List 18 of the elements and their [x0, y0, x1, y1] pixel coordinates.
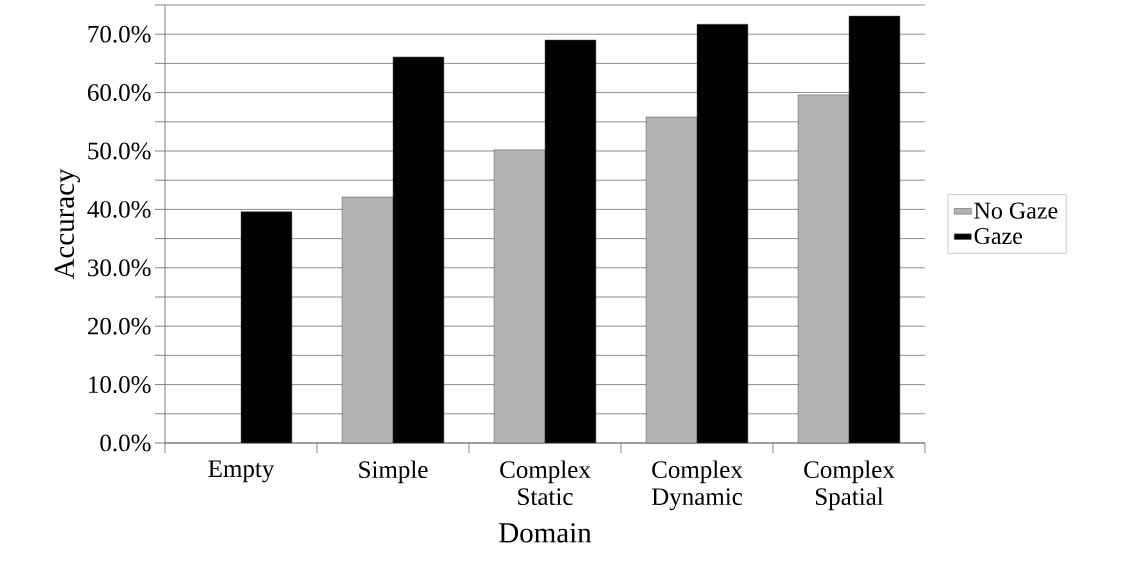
bar: [240, 211, 293, 444]
y-tick-label: 30.0%: [88, 259, 151, 277]
y-tick-label: 0.0%: [100, 434, 151, 452]
y-tick-label: 60.0%: [87, 84, 151, 102]
x-axis-title: Domain: [499, 523, 592, 543]
legend-label: Gaze: [974, 227, 1023, 245]
x-tick-label: Complex Dynamic: [651, 460, 743, 511]
legend-label: No Gaze: [974, 202, 1058, 219]
y-tick-label: 70.0%: [88, 25, 151, 43]
x-tick-label: Complex Spatial: [804, 460, 895, 511]
y-axis-title: Accuracy: [54, 168, 81, 280]
x-tick-label: Simple: [359, 460, 428, 484]
x-tick-label: Complex Static: [500, 460, 591, 506]
y-tick-label: 50.0%: [88, 142, 151, 160]
y-tick-label: 40.0%: [87, 200, 151, 218]
x-tick-label: Empty: [208, 460, 275, 483]
y-tick-label: 20.0%: [88, 317, 151, 335]
y-tick-label: 10.0%: [89, 376, 151, 394]
